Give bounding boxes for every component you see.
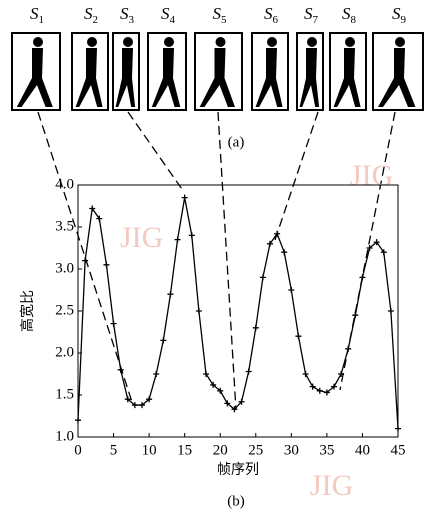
subscript: 8 xyxy=(351,14,357,26)
data-point xyxy=(317,388,323,394)
data-point xyxy=(288,287,294,293)
subscript: 1 xyxy=(39,14,45,26)
data-point xyxy=(246,368,252,374)
silhouette-head xyxy=(123,37,133,47)
data-point xyxy=(345,346,351,352)
data-point xyxy=(281,249,287,255)
data-point xyxy=(75,417,81,423)
y-tick-label: 2.5 xyxy=(55,302,74,318)
silhouette xyxy=(373,33,423,110)
data-point xyxy=(167,291,173,297)
x-tick-label: 25 xyxy=(248,442,263,458)
silhouette-label: S8 xyxy=(342,4,357,26)
silhouette xyxy=(195,33,242,110)
x-tick-label: 45 xyxy=(391,442,406,458)
silhouette-head xyxy=(395,37,405,47)
watermark: JIG xyxy=(120,221,163,254)
x-tick-label: 10 xyxy=(142,442,157,458)
y-tick-label: 3.0 xyxy=(55,260,74,276)
data-point xyxy=(160,337,166,343)
data-point xyxy=(310,384,316,390)
link xyxy=(128,112,184,192)
silhouette xyxy=(252,33,288,110)
watermark: JIG xyxy=(310,469,353,502)
silhouette-label: S2 xyxy=(84,4,98,26)
data-point xyxy=(395,426,401,432)
data-point xyxy=(253,325,259,331)
silhouette xyxy=(72,33,108,110)
subscript: 5 xyxy=(221,14,227,26)
figure: JIG JIG JIG (a) (b) 帧序列 高宽比 S1 S2 S3 S4 S5 S6… xyxy=(0,0,428,512)
data-point xyxy=(103,262,109,268)
x-axis-label: 帧序列 xyxy=(217,462,259,478)
y-tick-label: 3.5 xyxy=(55,218,74,234)
silhouette xyxy=(297,33,323,110)
caption: (a) xyxy=(228,134,245,150)
link xyxy=(275,112,318,240)
silhouette-head xyxy=(164,37,174,47)
data-point xyxy=(295,333,301,339)
silhouette-label: S3 xyxy=(120,4,135,26)
silhouette-label: S6 xyxy=(264,4,279,26)
x-tick-label: 35 xyxy=(319,442,334,458)
subscript: 7 xyxy=(313,14,319,26)
silhouette-label: S5 xyxy=(213,4,228,26)
data-point xyxy=(303,371,309,377)
subscript: 3 xyxy=(129,14,135,26)
subscript: 9 xyxy=(401,14,407,26)
silhouette-label: S9 xyxy=(392,4,407,26)
data-point xyxy=(189,232,195,238)
y-tick-label: 1.5 xyxy=(55,386,74,402)
silhouette xyxy=(148,33,186,110)
silhouette xyxy=(12,33,60,110)
x-tick-label: 0 xyxy=(74,442,82,458)
silhouette-head xyxy=(87,37,97,47)
x-tick-label: 40 xyxy=(355,442,370,458)
y-tick-label: 1.0 xyxy=(55,428,74,444)
silhouette-head xyxy=(307,37,317,47)
data-point xyxy=(359,274,365,280)
x-tick-label: 20 xyxy=(213,442,228,458)
silhouette xyxy=(330,33,366,110)
data-point xyxy=(182,195,188,201)
data-point xyxy=(175,237,181,243)
silhouette-head xyxy=(33,37,43,47)
silhouette-label: S7 xyxy=(304,4,319,26)
data-point xyxy=(153,371,159,377)
subscript: 4 xyxy=(170,14,176,26)
link xyxy=(218,112,236,410)
data-point xyxy=(111,321,117,327)
x-tick-label: 5 xyxy=(110,442,118,458)
data-point xyxy=(352,312,358,318)
silhouette-head xyxy=(267,37,277,47)
x-tick-label: 15 xyxy=(177,442,192,458)
silhouette xyxy=(113,33,139,110)
data-point xyxy=(388,308,394,314)
silhouette-head xyxy=(345,37,355,47)
subscript: 2 xyxy=(93,14,99,26)
x-tick-label: 30 xyxy=(284,442,299,458)
data-point xyxy=(260,274,266,280)
data-point xyxy=(196,308,202,314)
subscript: 6 xyxy=(273,14,279,26)
caption: (b) xyxy=(227,493,245,509)
watermark: JIG xyxy=(350,159,393,192)
y-axis-label: 高宽比 xyxy=(19,290,36,332)
y-tick-label: 2.0 xyxy=(55,344,74,360)
y-tick-label: 4.0 xyxy=(55,176,74,192)
keyframe-links xyxy=(38,112,395,410)
silhouette-label: S1 xyxy=(30,4,44,26)
silhouette-label: S4 xyxy=(161,4,176,26)
silhouette-head xyxy=(216,37,226,47)
